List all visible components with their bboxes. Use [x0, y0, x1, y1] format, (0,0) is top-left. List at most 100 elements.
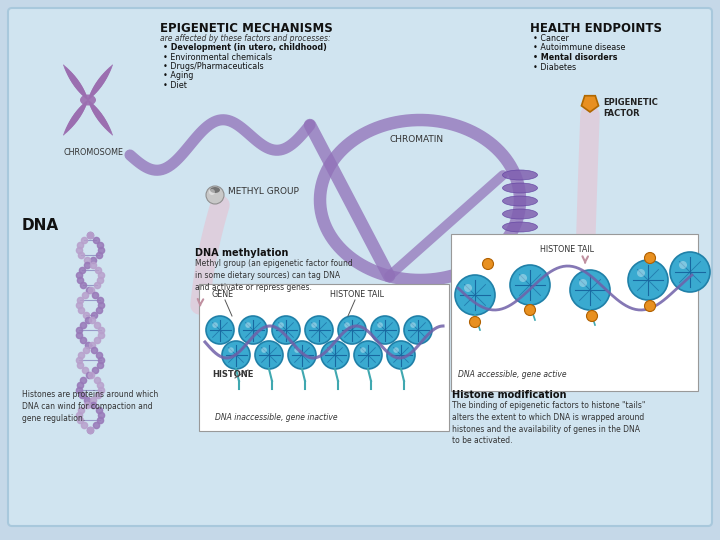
Text: are affected by these factors and processes:: are affected by these factors and proces… — [160, 34, 330, 43]
Ellipse shape — [67, 120, 75, 129]
Circle shape — [469, 316, 480, 327]
Ellipse shape — [503, 183, 538, 193]
Text: GENE: GENE — [211, 290, 233, 299]
Text: HISTONE TAIL: HISTONE TAIL — [540, 245, 594, 254]
Circle shape — [644, 253, 655, 264]
Circle shape — [206, 316, 234, 344]
Ellipse shape — [103, 122, 109, 130]
Circle shape — [360, 347, 366, 353]
Ellipse shape — [79, 88, 86, 96]
Ellipse shape — [99, 73, 108, 83]
Ellipse shape — [92, 107, 101, 117]
Text: DNA methylation: DNA methylation — [195, 248, 289, 258]
Ellipse shape — [68, 73, 76, 83]
Ellipse shape — [65, 128, 69, 133]
Circle shape — [579, 279, 587, 287]
Circle shape — [228, 347, 234, 353]
Circle shape — [294, 347, 300, 353]
Circle shape — [222, 341, 250, 369]
Text: The binding of epigenetic factors to histone "tails"
alters the extent to which : The binding of epigenetic factors to his… — [452, 401, 645, 445]
Ellipse shape — [89, 91, 95, 97]
Circle shape — [344, 322, 350, 328]
Ellipse shape — [64, 131, 67, 134]
Ellipse shape — [80, 94, 96, 105]
Text: • Development (in utero, childhood): • Development (in utero, childhood) — [163, 43, 327, 52]
Ellipse shape — [88, 99, 89, 100]
Ellipse shape — [85, 96, 88, 99]
Ellipse shape — [76, 83, 84, 93]
Circle shape — [670, 252, 710, 292]
Circle shape — [206, 186, 224, 204]
Text: • Diet: • Diet — [163, 81, 187, 90]
Text: • Autoimmune disease: • Autoimmune disease — [533, 44, 626, 52]
Ellipse shape — [98, 75, 107, 85]
Text: Histones are proteins around which
DNA can wind for compaction and
gene regulati: Histones are proteins around which DNA c… — [22, 390, 158, 423]
Ellipse shape — [83, 93, 87, 98]
Circle shape — [628, 260, 668, 300]
Ellipse shape — [102, 71, 109, 80]
Text: HEALTH ENDPOINTS: HEALTH ENDPOINTS — [530, 22, 662, 35]
Ellipse shape — [89, 103, 95, 110]
Ellipse shape — [503, 248, 538, 258]
Ellipse shape — [210, 187, 220, 193]
Ellipse shape — [88, 96, 91, 99]
Text: HISTONE: HISTONE — [212, 370, 253, 379]
Ellipse shape — [63, 133, 65, 136]
Ellipse shape — [503, 170, 538, 180]
Ellipse shape — [103, 70, 109, 78]
Ellipse shape — [91, 105, 99, 115]
Text: Methyl group (an epigenetic factor found
in some dietary sources) can tag DNA
an: Methyl group (an epigenetic factor found… — [195, 259, 353, 292]
Ellipse shape — [90, 104, 97, 112]
Circle shape — [644, 300, 655, 312]
Text: CHROMOSOME: CHROMOSOME — [63, 148, 123, 157]
Circle shape — [377, 322, 383, 328]
Ellipse shape — [71, 76, 80, 87]
Ellipse shape — [503, 222, 538, 232]
Text: • Aging: • Aging — [163, 71, 194, 80]
Circle shape — [328, 347, 333, 353]
Text: METHYL GROUP: METHYL GROUP — [228, 186, 299, 195]
Ellipse shape — [73, 109, 83, 119]
Circle shape — [246, 322, 251, 328]
Text: DNA: DNA — [22, 218, 59, 233]
Ellipse shape — [89, 93, 93, 98]
Ellipse shape — [105, 125, 111, 132]
Circle shape — [679, 261, 687, 269]
Ellipse shape — [77, 105, 85, 115]
Text: CHROMATIN: CHROMATIN — [390, 135, 444, 144]
Ellipse shape — [72, 78, 81, 89]
Circle shape — [482, 259, 493, 269]
Circle shape — [272, 316, 300, 344]
Ellipse shape — [111, 65, 113, 66]
Ellipse shape — [503, 209, 538, 219]
Ellipse shape — [94, 80, 102, 91]
Ellipse shape — [95, 78, 104, 89]
Circle shape — [371, 316, 399, 344]
Ellipse shape — [98, 115, 107, 126]
Circle shape — [404, 316, 432, 344]
Text: • Environmental chemicals: • Environmental chemicals — [163, 52, 272, 62]
Ellipse shape — [77, 85, 85, 94]
Circle shape — [305, 316, 333, 344]
Ellipse shape — [94, 109, 102, 119]
Ellipse shape — [72, 111, 81, 122]
Circle shape — [338, 316, 366, 344]
Circle shape — [354, 341, 382, 369]
Ellipse shape — [107, 67, 112, 72]
Ellipse shape — [85, 100, 88, 104]
Polygon shape — [582, 96, 598, 112]
Text: Histone modification: Histone modification — [452, 390, 567, 400]
Ellipse shape — [81, 103, 86, 110]
Ellipse shape — [76, 107, 84, 117]
Ellipse shape — [79, 104, 86, 112]
Circle shape — [570, 270, 610, 310]
Circle shape — [519, 274, 527, 282]
Ellipse shape — [503, 196, 538, 206]
Circle shape — [255, 341, 283, 369]
FancyBboxPatch shape — [451, 234, 698, 391]
Circle shape — [261, 347, 267, 353]
Ellipse shape — [109, 66, 112, 70]
Circle shape — [209, 189, 215, 195]
Ellipse shape — [91, 85, 99, 94]
Circle shape — [637, 269, 645, 277]
